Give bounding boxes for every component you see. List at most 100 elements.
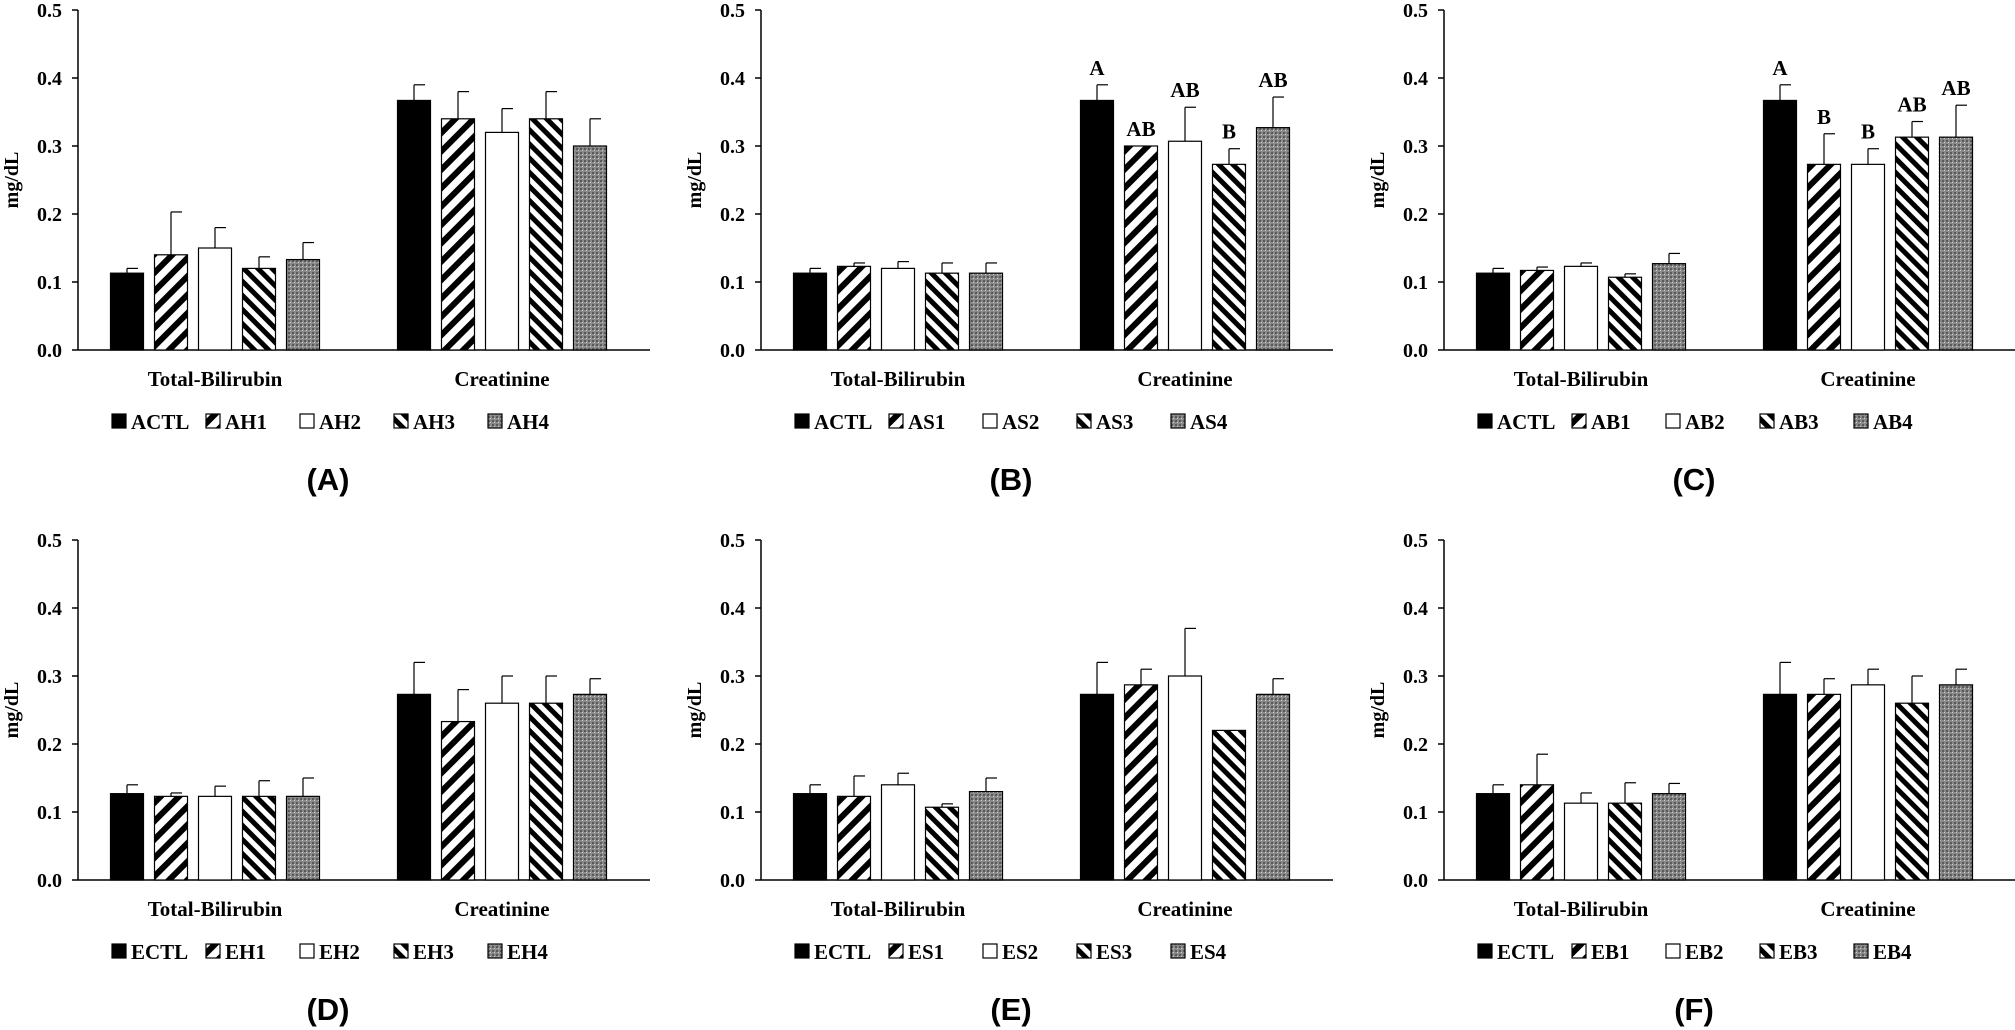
- y-axis-label: mg/dL: [1, 682, 23, 739]
- bar-ES2-Total-Bilirubin: [880, 784, 916, 881]
- y-tick-label: 0.4: [37, 68, 62, 90]
- legend-label-ECTL: ECTL: [1497, 940, 1554, 964]
- bar-ECTL-Total-Bilirubin: [1475, 793, 1511, 881]
- panel-title: (E): [990, 992, 1032, 1027]
- significance-label: A: [1089, 56, 1105, 80]
- category-label: Total-Bilirubin: [148, 897, 283, 921]
- bar-ES2-Creatinine: [1167, 675, 1203, 881]
- legend-label-AB1: AB1: [1591, 410, 1631, 434]
- legend-swatch-ES3: [1076, 943, 1092, 959]
- bar-ES4-Total-Bilirubin: [968, 791, 1004, 881]
- y-tick-label: 0.2: [1403, 204, 1428, 226]
- bar-AH4-Creatinine: [572, 145, 608, 351]
- bar-EB1-Total-Bilirubin: [1519, 784, 1555, 881]
- legend-label-EB3: EB3: [1779, 940, 1818, 964]
- y-axis-label: mg/dL: [684, 682, 706, 739]
- legend: ECTL ES1 ES2 ES3 ES4: [794, 940, 1227, 964]
- y-tick-label: 0.0: [1403, 340, 1428, 362]
- bar-EH1-Creatinine: [440, 720, 476, 881]
- y-tick-label: 0.0: [37, 340, 62, 362]
- legend-swatch-ACTL: [111, 413, 127, 429]
- y-tick-label: 0.0: [37, 870, 62, 892]
- category-label: Creatinine: [1820, 897, 1915, 921]
- legend-swatch-ES1: [888, 943, 904, 959]
- legend-label-ACTL: ACTL: [814, 410, 872, 434]
- legend-swatch-EH4: [487, 943, 503, 959]
- legend-swatch-EB2: [1665, 943, 1681, 959]
- bar-EB4-Creatinine: [1938, 684, 1974, 881]
- y-axis-label: mg/dL: [1367, 682, 1389, 739]
- bar-AS3-Creatinine: [1211, 163, 1247, 351]
- category-label: Total-Bilirubin: [831, 897, 966, 921]
- legend-label-AS4: AS4: [1190, 410, 1228, 434]
- bar-EH3-Total-Bilirubin: [241, 795, 277, 881]
- bar-AS4-Creatinine: [1255, 127, 1291, 351]
- bar-AH4-Total-Bilirubin: [285, 258, 321, 351]
- bar-EB2-Total-Bilirubin: [1563, 802, 1599, 881]
- bar-ES3-Total-Bilirubin: [924, 806, 960, 881]
- panel-title: (C): [1672, 462, 1716, 497]
- legend-swatch-AH3: [393, 413, 409, 429]
- panel-title: (F): [1674, 992, 1714, 1027]
- legend-label-ACTL: ACTL: [1497, 410, 1555, 434]
- bar-AB3-Creatinine: [1894, 136, 1930, 351]
- legend-swatch-AS2: [982, 413, 998, 429]
- bar-EH4-Total-Bilirubin: [285, 795, 321, 881]
- legend-swatch-EH1: [205, 943, 221, 959]
- y-tick-label: 0.5: [720, 530, 745, 552]
- legend-label-AH1: AH1: [225, 410, 267, 434]
- legend-label-ACTL: ACTL: [131, 410, 189, 434]
- bar-AS1-Total-Bilirubin: [836, 265, 872, 351]
- bar-AH1-Creatinine: [440, 118, 476, 351]
- category-label: Creatinine: [454, 367, 549, 391]
- legend-swatch-AB4: [1853, 413, 1869, 429]
- chart-svg-F: 0.0 0.1 0.2 0.3 0.4 0.5 mg/dL Total-Bilirubin Cr…: [1367, 530, 2015, 964]
- chart-panel-B: 0.0 0.1 0.2 0.3 0.4 0.5 mg/dL Total-Bilirubin A A…: [683, 0, 1343, 500]
- legend-label-AH3: AH3: [413, 410, 455, 434]
- legend-label-AS2: AS2: [1002, 410, 1039, 434]
- bar-ECTL-Creatinine: [1079, 693, 1115, 881]
- bar-EB3-Total-Bilirubin: [1607, 802, 1643, 881]
- chart-svg-B: 0.0 0.1 0.2 0.3 0.4 0.5 mg/dL Total-Bilirubin A A…: [684, 0, 1333, 434]
- chart-svg-C: 0.00.10.20.30.40.5mg/dLTotal-BilirubinAB…: [1367, 0, 2015, 434]
- category-label: Creatinine: [454, 897, 549, 921]
- significance-label: B: [1861, 120, 1875, 144]
- y-tick-label: 0.0: [720, 870, 745, 892]
- bar-ECTL-Creatinine: [1762, 693, 1798, 881]
- legend-label-AB3: AB3: [1779, 410, 1819, 434]
- y-tick-label: 0.4: [720, 68, 745, 90]
- bar-EB1-Creatinine: [1806, 693, 1842, 881]
- bar-ES3-Creatinine: [1211, 729, 1247, 881]
- significance-label: B: [1817, 105, 1831, 129]
- y-tick-label: 0.3: [720, 136, 745, 158]
- bar-AH3-Creatinine: [528, 118, 564, 351]
- bar-EH1-Total-Bilirubin: [153, 795, 189, 881]
- category-label: Total-Bilirubin: [1514, 367, 1649, 391]
- legend-swatch-AH4: [487, 413, 503, 429]
- bar-AS2-Total-Bilirubin: [880, 267, 916, 351]
- y-tick-label: 0.4: [1403, 598, 1428, 620]
- legend-label-ES3: ES3: [1096, 940, 1132, 964]
- legend-swatch-AB3: [1759, 413, 1775, 429]
- y-tick-label: 0.5: [37, 530, 62, 552]
- bar-AB4-Total-Bilirubin: [1651, 263, 1687, 351]
- significance-label: AB: [1941, 76, 1970, 100]
- significance-label: AB: [1170, 78, 1199, 102]
- bar-EH2-Total-Bilirubin: [197, 795, 233, 881]
- y-tick-label: 0.3: [1403, 666, 1428, 688]
- y-tick-label: 0.1: [720, 272, 745, 294]
- legend-label-AB4: AB4: [1873, 410, 1913, 434]
- legend-swatch-AS4: [1170, 413, 1186, 429]
- category-label: Total-Bilirubin: [1514, 897, 1649, 921]
- bar-AB3-Total-Bilirubin: [1607, 276, 1643, 351]
- legend-label-ES4: ES4: [1190, 940, 1227, 964]
- y-tick-label: 0.4: [720, 598, 745, 620]
- y-tick-label: 0.4: [1403, 68, 1428, 90]
- legend-swatch-AS1: [888, 413, 904, 429]
- legend-label-EB4: EB4: [1873, 940, 1912, 964]
- category-label: Total-Bilirubin: [831, 367, 966, 391]
- legend: ECTL EH1 EH2 EH3 EH4: [111, 940, 548, 964]
- legend-swatch-ES2: [982, 943, 998, 959]
- legend-swatch-EH3: [393, 943, 409, 959]
